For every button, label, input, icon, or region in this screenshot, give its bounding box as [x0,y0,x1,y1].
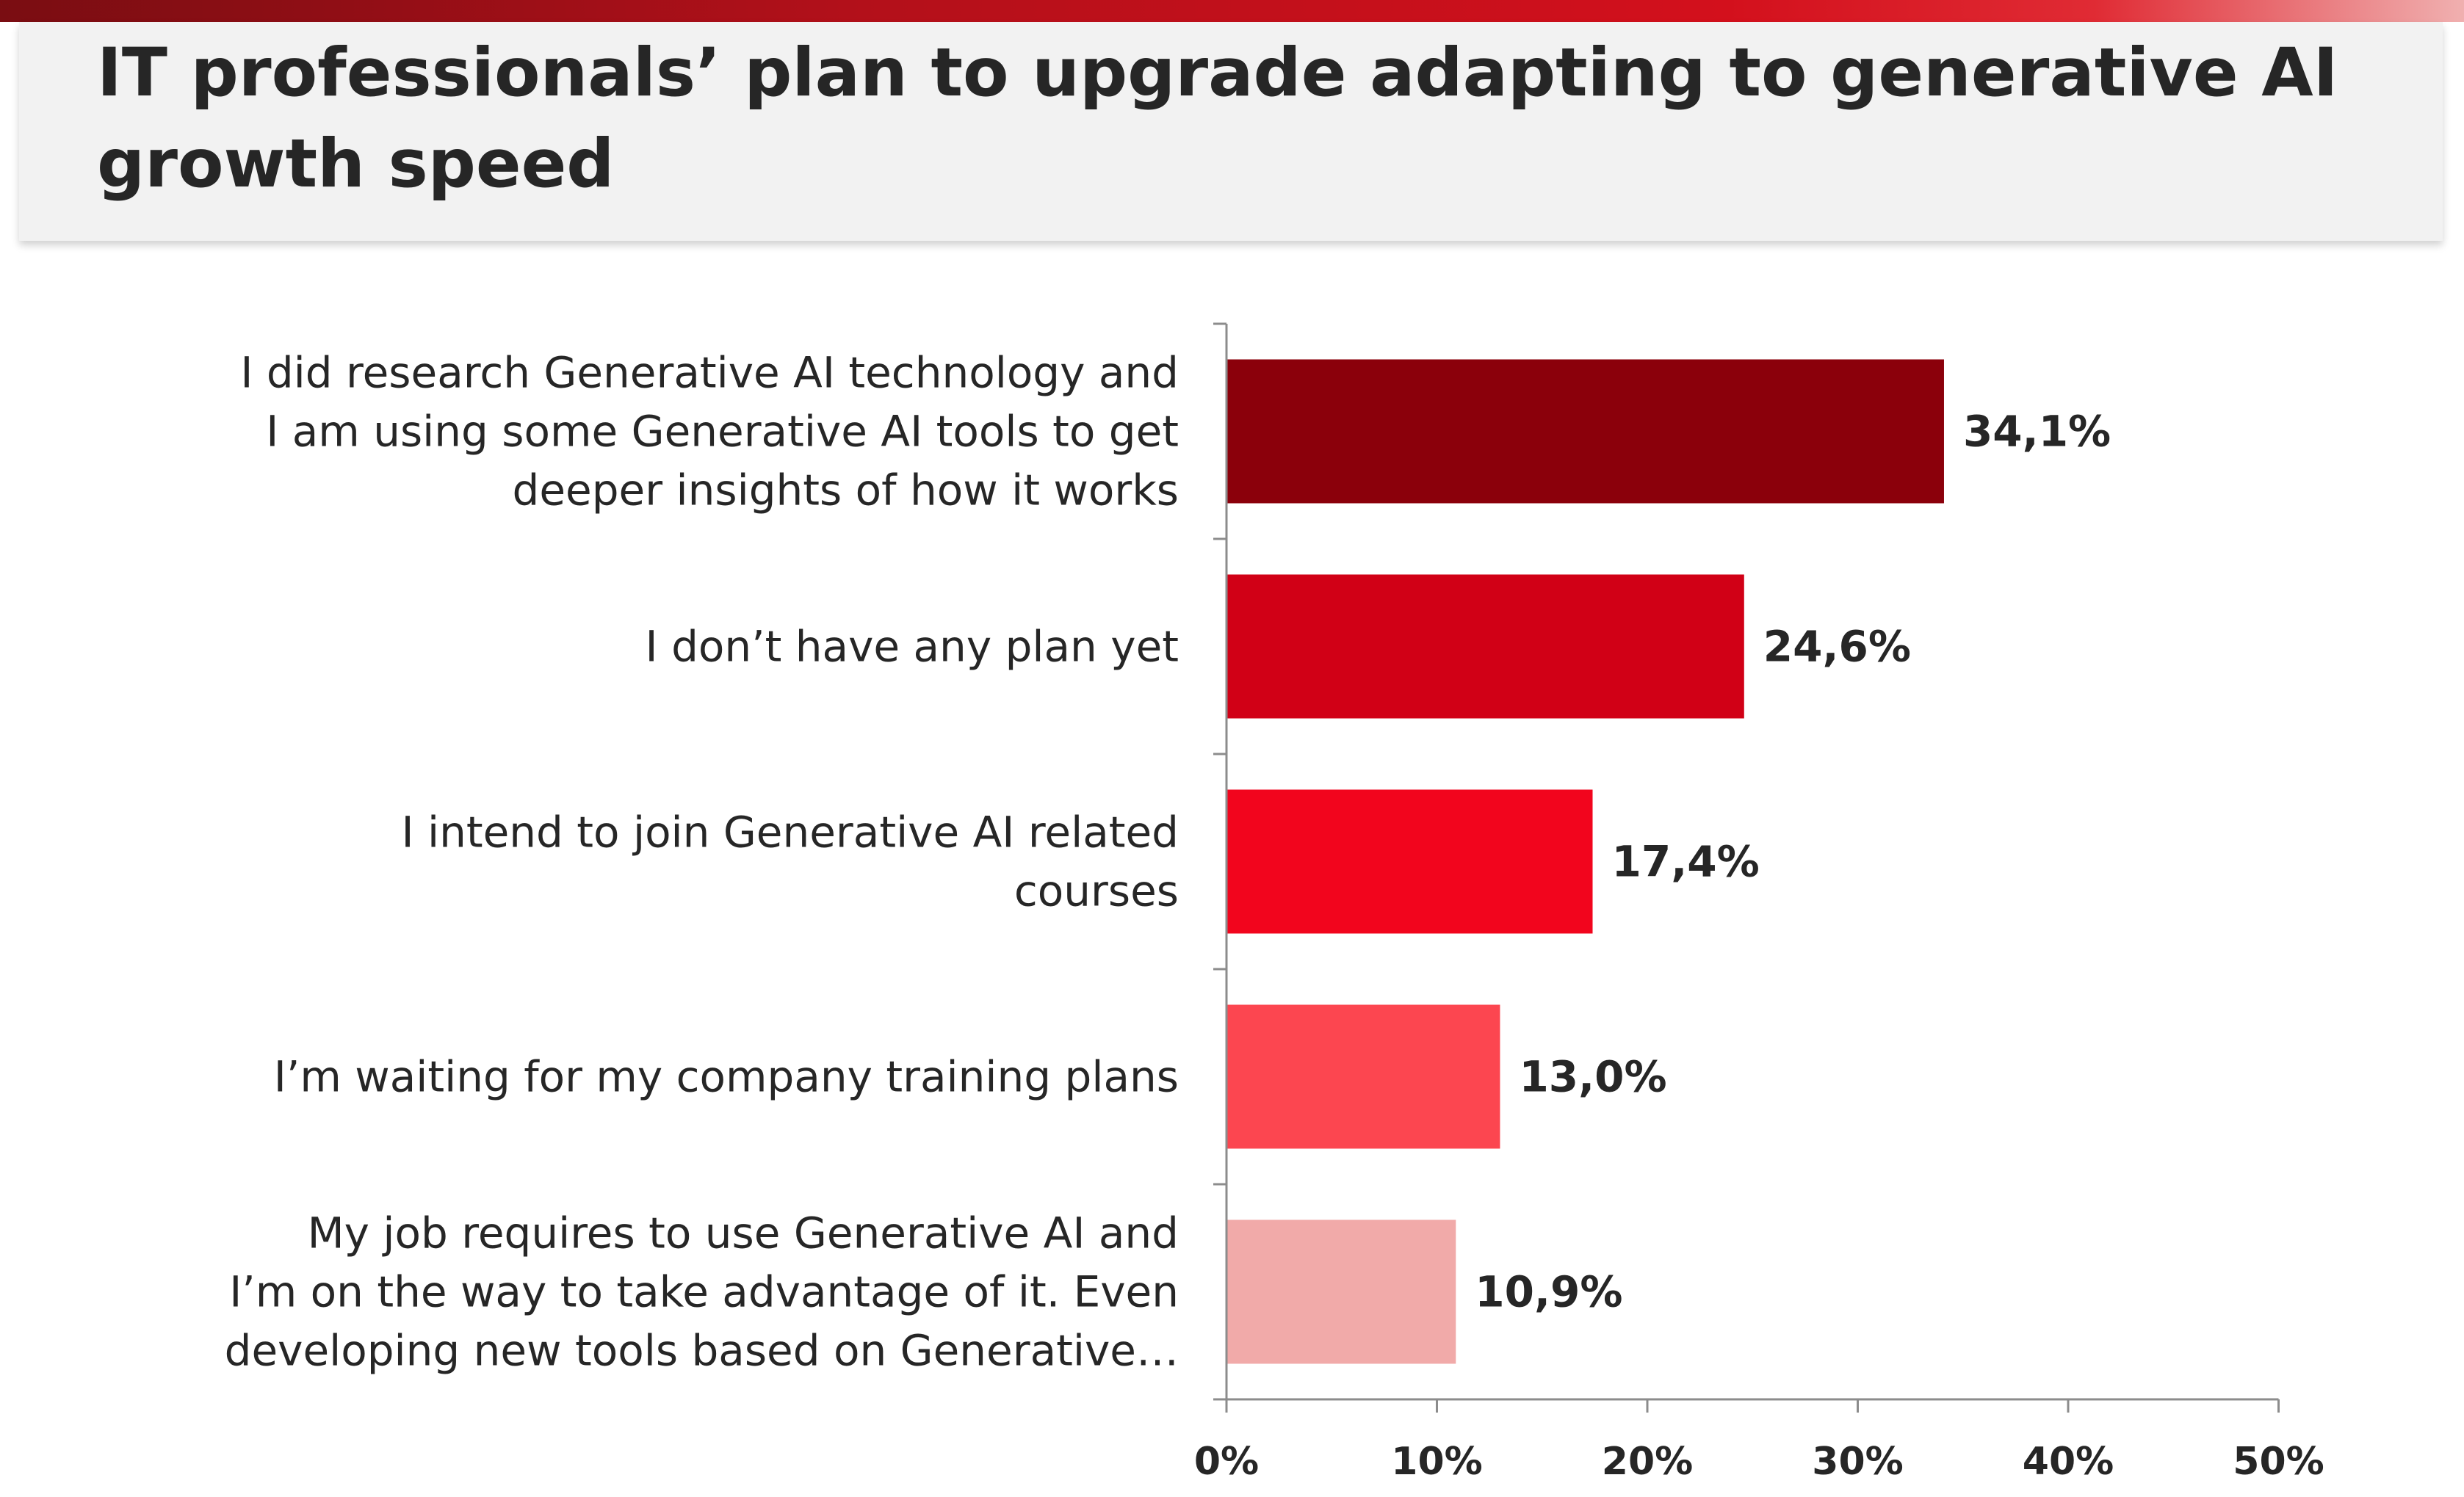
data-label-3: 17,4% [1612,837,1760,887]
x-tick-label-4: 30% [1812,1440,1903,1484]
category-label-1-line-2: I am using some Generative AI tools to g… [266,407,1179,457]
category-label-5-line-2: I’m on the way to take advantage of it. … [229,1267,1179,1317]
x-tick-label-2: 10% [1391,1440,1482,1484]
category-label-1-line-1: I did research Generative AI technology … [240,348,1179,398]
x-tick-label-5: 40% [2023,1440,2114,1484]
category-label-5-line-3: developing new tools based on Generative… [225,1326,1179,1376]
data-label-5: 10,9% [1475,1267,1622,1317]
data-label-1: 34,1% [1963,407,2111,457]
category-label-1-line-3: deeper insights of how it works [513,465,1179,515]
top-accent-stripe [0,0,2464,22]
title-banner [19,22,2443,241]
labels-layer: 34,1% I did research Generative AI techno… [225,348,2324,1485]
chart-title: IT professionals’ plan to upgrade adapti… [97,35,2338,203]
axis-layer [1213,322,2280,1413]
bar-5 [1226,1219,1456,1364]
category-label-3-line-1: I intend to join Generative AI related [401,808,1179,858]
category-label-5-line-1: My job requires to use Generative AI and [308,1208,1179,1258]
data-label-2: 24,6% [1763,622,1911,672]
x-tick-label-6: 50% [2233,1440,2324,1484]
category-label-4-line-1: I’m waiting for my company training plan… [274,1052,1179,1102]
bar-4 [1226,1004,1500,1149]
x-tick-label-1: 0% [1194,1440,1259,1484]
bar-2 [1226,574,1744,719]
bars-layer [1226,359,1944,1364]
bar-1 [1226,359,1944,504]
data-label-4: 13,0% [1519,1052,1666,1102]
category-label-2-line-1: I don’t have any plan yet [646,622,1179,672]
bar-3 [1226,789,1593,934]
category-label-3-line-2: courses [1014,866,1179,916]
x-tick-label-3: 20% [1602,1440,1693,1484]
